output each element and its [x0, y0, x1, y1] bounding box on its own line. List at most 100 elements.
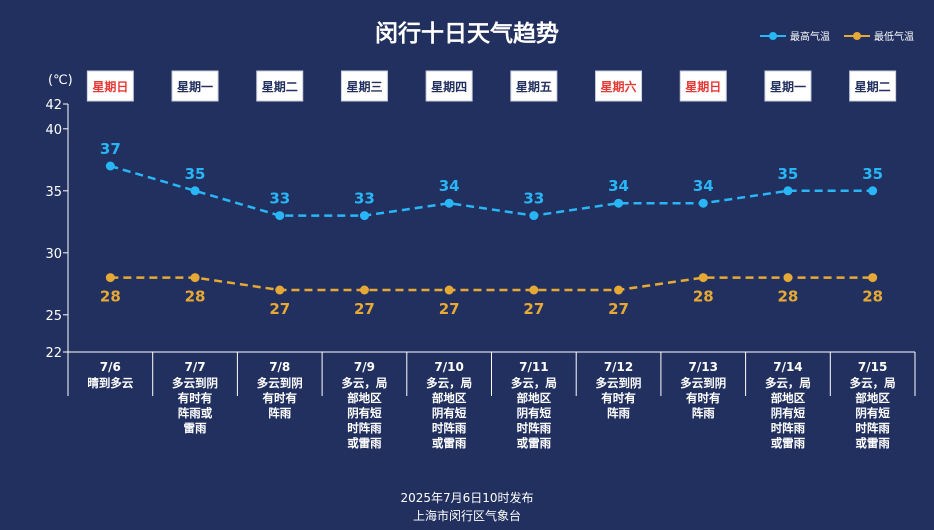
data-label-high: 33: [523, 190, 544, 208]
weather-description-line: 多云，局: [765, 376, 811, 390]
x-tick-label-date: 7/9: [354, 360, 375, 374]
weather-description-line: 或雷雨: [432, 436, 467, 450]
data-point-high: [783, 186, 793, 196]
weather-description-line: 有时有: [178, 391, 213, 405]
weekday-label: 星期二: [262, 79, 298, 94]
data-label-high: 35: [862, 165, 883, 183]
weather-description-line: 阴有短: [771, 406, 806, 420]
weekday-badge: [510, 70, 558, 102]
y-tick-label: 30: [45, 247, 62, 262]
weekday-label: 星期五: [516, 79, 552, 94]
data-point-high: [698, 198, 708, 208]
data-point-high: [614, 198, 624, 208]
data-point-low: [614, 285, 624, 295]
weather-description-line: 阵雨: [692, 406, 715, 420]
weekday-badge: [425, 70, 473, 102]
data-point-high: [275, 211, 285, 221]
data-label-high: 34: [693, 177, 714, 195]
legend-label-low: 最低气温: [874, 32, 914, 43]
weekday-label: 星期一: [177, 79, 213, 94]
y-tick-label: 42: [45, 98, 62, 113]
legend-item-low[interactable]: 最低气温: [844, 28, 914, 43]
weather-description-line: 部地区: [517, 391, 552, 405]
series-line-low: [110, 276, 873, 292]
x-tick-label-date: 7/8: [269, 360, 290, 374]
weather-description-line: 阴有短: [347, 406, 382, 420]
data-label-low: 28: [100, 288, 121, 306]
x-tick-label-date: 7/12: [604, 360, 633, 374]
x-tick-label-date: 7/13: [689, 360, 718, 374]
weekday-badge: [679, 70, 727, 102]
weekday-label: 星期一: [770, 79, 806, 94]
data-point-low: [529, 285, 539, 295]
legend-label-high: 最高气温: [790, 32, 830, 43]
weekday-label: 星期六: [601, 79, 637, 94]
weather-description-line: 阴有短: [855, 406, 890, 420]
data-label-low: 28: [693, 288, 714, 306]
weekday-badge: [171, 70, 219, 102]
data-label-high: 34: [439, 177, 460, 195]
weather-description-line: 或雷雨: [771, 436, 806, 450]
legend-line-high-icon: [760, 31, 786, 40]
data-point-high: [444, 198, 454, 208]
weekday-label: 星期日: [685, 79, 721, 94]
data-label-low: 28: [185, 288, 206, 306]
data-label-low: 27: [439, 300, 460, 318]
x-tick-label-date: 7/7: [185, 360, 206, 374]
data-point-high: [190, 186, 200, 196]
footer-issuer: 上海市闵行区气象台: [412, 509, 521, 523]
data-label-low: 28: [778, 288, 799, 306]
x-tick-label-date: 7/15: [858, 360, 887, 374]
y-tick-label: 35: [45, 185, 62, 200]
legend-item-high[interactable]: 最高气温: [760, 28, 830, 43]
data-label-low: 28: [862, 288, 883, 306]
x-tick-label-date: 7/11: [519, 360, 548, 374]
weather-description-line: 阴有短: [432, 406, 467, 420]
y-tick-label: 40: [45, 123, 62, 138]
data-point-low: [190, 273, 200, 283]
weekday-badge: [849, 70, 897, 102]
weather-description-line: 时阵雨: [432, 421, 467, 435]
data-label-high: 35: [185, 165, 206, 183]
weather-description-line: 晴到多云: [87, 376, 133, 390]
weekday-badge: [764, 70, 812, 102]
data-label-low: 27: [608, 300, 629, 318]
data-label-high: 37: [100, 140, 121, 158]
weather-description-line: 时阵雨: [771, 421, 806, 435]
weather-description-line: 多云，局: [850, 376, 896, 390]
data-point-high: [105, 161, 115, 171]
weather-description-line: 时阵雨: [855, 421, 890, 435]
data-label-high: 33: [269, 190, 290, 208]
data-point-low: [359, 285, 369, 295]
data-point-low: [444, 285, 454, 295]
data-label-low: 27: [269, 300, 290, 318]
weather-description-line: 或雷雨: [517, 436, 552, 450]
data-point-high: [529, 211, 539, 221]
weather-description-line: 多云到阴: [172, 376, 218, 390]
weather-description-line: 或雷雨: [347, 436, 382, 450]
footer-release-time: 2025年7月6日10时发布: [400, 491, 534, 505]
weather-description-line: 多云到阴: [257, 376, 303, 390]
y-tick-label: 22: [45, 346, 62, 361]
data-label-high: 33: [354, 190, 375, 208]
weather-description-line: 多云，局: [426, 376, 472, 390]
weather-description-line: 雷雨: [184, 421, 207, 435]
data-point-low: [698, 273, 708, 283]
data-label-low: 27: [523, 300, 544, 318]
data-point-high: [359, 211, 369, 221]
weather-description-line: 多云到阴: [596, 376, 642, 390]
weather-description-line: 时阵雨: [347, 421, 382, 435]
weekday-label: 星期三: [346, 79, 382, 94]
weather-description-line: 阴有短: [517, 406, 552, 420]
weather-description-line: 部地区: [771, 391, 806, 405]
data-point-high: [868, 186, 878, 196]
y-tick-label: 25: [45, 309, 62, 324]
weekday-label: 星期日: [92, 79, 128, 94]
weather-description-line: 有时有: [601, 391, 636, 405]
weather-description-line: 部地区: [347, 391, 382, 405]
weekday-badge: [595, 70, 643, 102]
data-point-low: [868, 273, 878, 283]
weather-description-line: 有时有: [686, 391, 721, 405]
